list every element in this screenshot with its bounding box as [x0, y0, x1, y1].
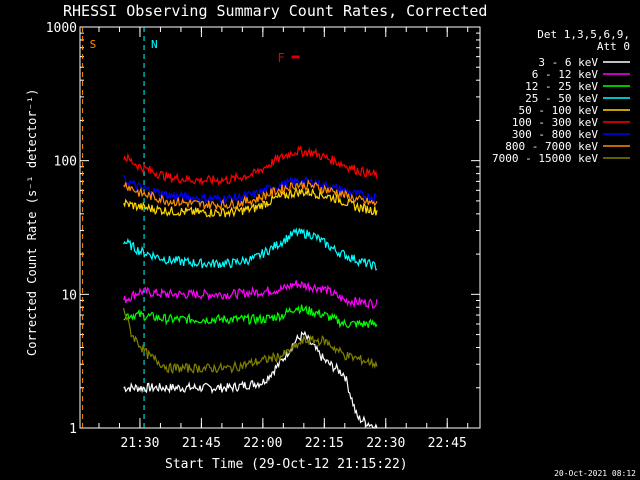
legend-label: 25 - 50 keV: [525, 92, 598, 105]
series-line-800-7000keV: [123, 178, 378, 212]
y-tick-label: 1000: [46, 21, 77, 36]
flag-label-F: F: [278, 51, 285, 65]
x-tick-label: 22:45: [428, 436, 467, 451]
flag-label-N: N: [151, 38, 158, 51]
legend-label: 3 - 6 keV: [538, 56, 598, 69]
series-line-100-300keV: [123, 145, 378, 186]
legend-label: 800 - 7000 keV: [505, 140, 598, 153]
legend-label: 6 - 12 keV: [532, 68, 599, 81]
x-tick-label: 21:45: [182, 436, 221, 451]
legend-label: 300 - 800 keV: [512, 128, 598, 141]
series-line-25-50keV: [123, 227, 378, 271]
series-line-7000-15000keV: [123, 307, 378, 375]
y-tick-label: 100: [54, 155, 77, 170]
x-tick-label: 22:15: [305, 436, 344, 451]
flag-label-S: S: [90, 38, 97, 51]
x-tick-label: 22:30: [366, 436, 405, 451]
legend-title: Att 0: [597, 40, 630, 53]
y-axis-label: Corrected Count Rate (s⁻¹ detector⁻¹): [25, 89, 39, 356]
series-line-50-100keV: [123, 186, 378, 218]
x-tick-label: 22:00: [243, 436, 282, 451]
legend-label: 100 - 300 keV: [512, 116, 598, 129]
x-tick-label: 21:30: [120, 436, 159, 451]
series-line-3-6keV: [123, 330, 378, 429]
chart-title: RHESSI Observing Summary Count Rates, Co…: [63, 2, 487, 20]
legend-title: Det 1,3,5,6,9,: [537, 28, 630, 41]
y-tick-label: 10: [61, 288, 77, 303]
legend-label: 50 - 100 keV: [519, 104, 599, 117]
series-line-300-800keV: [123, 175, 378, 205]
y-tick-label: 1: [69, 422, 77, 437]
series-line-12-25keV: [123, 304, 378, 329]
x-axis-label: Start Time (29-Oct-12 21:15:22): [165, 457, 408, 472]
generated-timestamp: 20-Oct-2021 08:12: [554, 469, 636, 478]
legend-label: 12 - 25 keV: [525, 80, 598, 93]
plot-frame: [79, 26, 481, 429]
series-line-6-12keV: [123, 280, 378, 309]
legend-label: 7000 - 15000 keV: [492, 152, 598, 165]
